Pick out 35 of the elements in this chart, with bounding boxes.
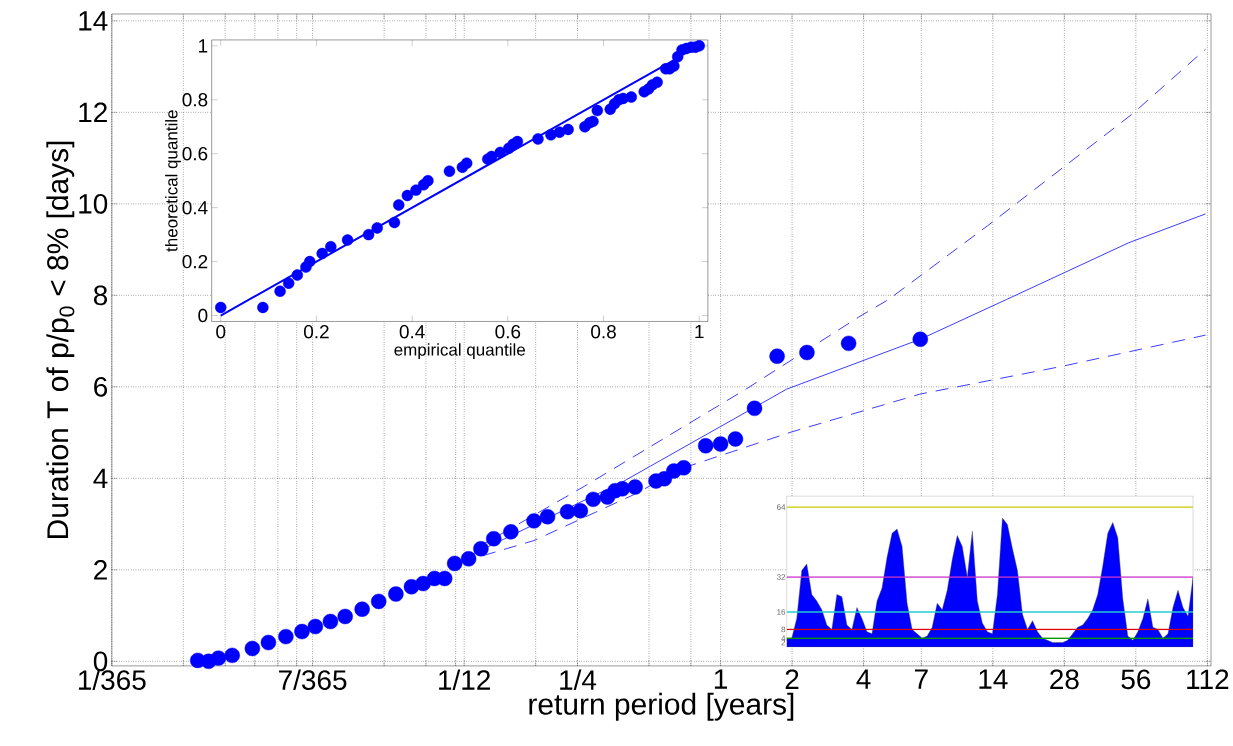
y-tick-label: 10 xyxy=(79,194,108,214)
x-tick-label: 1 xyxy=(695,325,704,339)
x-tick-label: 1 xyxy=(714,669,727,689)
x-tick-label: 1/4 xyxy=(560,669,597,691)
y-axis-title: theoretical quantile xyxy=(165,110,181,252)
y-tick-label: 0.6 xyxy=(182,147,208,161)
y-tick-label: 4 xyxy=(93,468,108,489)
x-tick-label: 0.2 xyxy=(304,325,329,339)
y-tick-label: 1 xyxy=(199,39,208,53)
x-tick-label: 4 xyxy=(856,669,871,689)
x-tick-label: 1/12 xyxy=(439,669,490,691)
x-tick-label: 1/365 xyxy=(78,669,146,691)
y-tick-label: 0 xyxy=(93,651,108,672)
x-tick-label: 7/365 xyxy=(279,669,347,691)
x-tick-label: 14 xyxy=(979,669,1008,689)
y-axis-title: Duration T of p/p$_{0}$ < 8% [days] xyxy=(46,141,75,539)
y-tick-label: 2 xyxy=(94,560,107,580)
x-tick-label: 7 xyxy=(914,669,928,689)
y-tick-label: 0.8 xyxy=(182,93,208,107)
y-tick-label: 0.4 xyxy=(182,201,208,215)
x-tick-label: 56 xyxy=(1121,669,1151,690)
y-tick-label: 8 xyxy=(93,285,108,306)
x-tick-label: 0.6 xyxy=(495,325,521,339)
x-tick-label: 0.4 xyxy=(399,325,425,339)
y-tick-label: 0.2 xyxy=(182,254,208,269)
x-axis-title: return period [years] xyxy=(529,692,794,721)
x-tick-label: 112 xyxy=(1187,669,1229,690)
y-tick-label: 6 xyxy=(94,377,108,397)
x-tick-label: 0 xyxy=(216,325,226,339)
x-tick-label: 0.8 xyxy=(591,325,616,339)
y-tick-label: 0 xyxy=(198,308,208,323)
x-tick-label: 28 xyxy=(1050,669,1079,690)
y-tick-label: 14 xyxy=(79,11,108,31)
x-axis-title: empirical quantile xyxy=(394,343,525,360)
y-tick-label: 12 xyxy=(79,102,107,123)
